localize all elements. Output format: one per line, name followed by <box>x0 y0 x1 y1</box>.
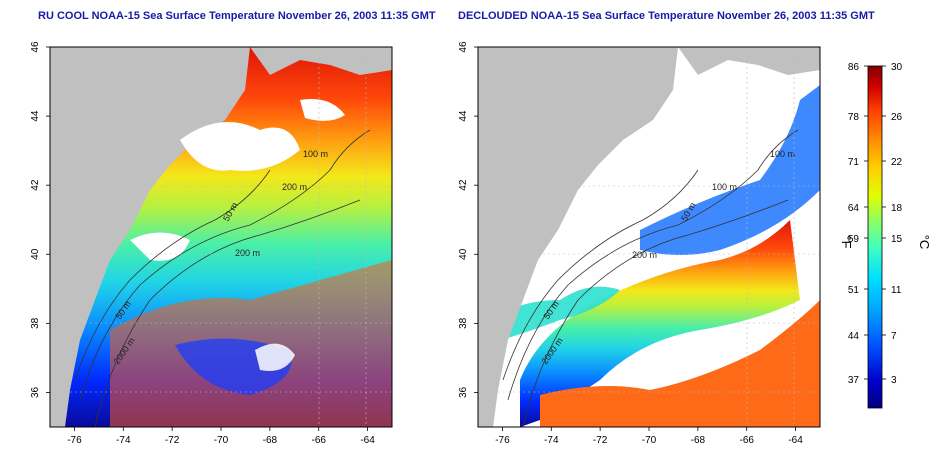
celsius-tick-label: 7 <box>891 331 897 342</box>
land-mass <box>50 47 250 427</box>
lat-tick-label: 46 <box>30 41 41 53</box>
fahrenheit-tick-label: 37 <box>848 375 860 386</box>
contour-label: 200 m <box>235 248 260 258</box>
lon-tick-label: -76 <box>67 435 82 446</box>
lon-tick-label: -72 <box>593 435 608 446</box>
lon-tick-label: -76 <box>495 435 510 446</box>
fahrenheit-tick-label: 44 <box>848 331 860 342</box>
cloud-patch <box>300 99 345 121</box>
contour-label: 100 m <box>770 149 795 159</box>
celsius-unit-label: °C <box>917 235 932 250</box>
graticule <box>50 47 392 427</box>
fahrenheit-tick-label: 71 <box>848 157 860 168</box>
colorbar-ticks: 86 78 71 64 59 51 44 37 30 26 22 18 15 11 7 3 <box>848 62 903 386</box>
left-axes: -76 -74 -72 -70 -68 -66 -64 46 44 42 40 38 36 <box>30 41 375 446</box>
lat-tick-label: 38 <box>458 317 469 329</box>
celsius-tick-label: 30 <box>891 62 903 73</box>
graticule <box>478 47 820 427</box>
shelf-water <box>490 286 620 340</box>
left-panel-title: RU COOL NOAA-15 Sea Surface Temperature … <box>38 10 436 22</box>
lat-tick-label: 40 <box>458 248 469 260</box>
lon-tick-label: -70 <box>642 435 657 446</box>
land-mass-north <box>250 47 392 75</box>
lon-tick-label: -74 <box>116 435 131 446</box>
contour-label: 100 m <box>303 149 328 159</box>
lat-tick-label: 36 <box>30 386 41 398</box>
lat-tick-label: 42 <box>30 179 41 191</box>
contour-label: 100 m <box>712 182 737 192</box>
isobath-50m <box>502 169 699 381</box>
lat-tick-label: 42 <box>458 179 469 191</box>
lat-tick-label: 44 <box>30 110 41 122</box>
colorbar-ramp <box>867 65 883 409</box>
fahrenheit-tick-label: 78 <box>848 112 860 123</box>
lon-tick-label: -66 <box>311 435 326 446</box>
fahrenheit-tick-label: 59 <box>848 234 860 245</box>
fahrenheit-tick-label: 86 <box>848 62 860 73</box>
celsius-tick-label: 3 <box>891 375 897 386</box>
isobath-2000m <box>94 199 361 428</box>
fahrenheit-unit-label: °F <box>839 235 854 248</box>
right-panel-title: DECLOUDED NOAA-15 Sea Surface Temperatur… <box>458 10 875 22</box>
isobath-50m <box>74 169 271 381</box>
celsius-tick-label: 11 <box>891 285 902 296</box>
right-axes: -76 -74 -72 -70 -68 -66 -64 46 44 42 40 38 36 <box>458 41 803 446</box>
contour-label: 200 m <box>632 250 657 260</box>
lat-tick-label: 40 <box>30 248 41 260</box>
cloud-patch <box>180 122 300 171</box>
warm-water <box>540 300 820 427</box>
left-map-panel: 100 m 200 m 50 m 200 m 50 m 2000 m -76 -7… <box>30 41 393 446</box>
fahrenheit-tick-label: 64 <box>848 203 860 214</box>
isobath-200m <box>507 129 799 401</box>
lon-tick-label: -64 <box>788 435 803 446</box>
isobath-200m <box>79 129 371 401</box>
sst-field <box>520 220 800 427</box>
land-mass <box>478 47 678 427</box>
lon-tick-label: -74 <box>544 435 559 446</box>
isobath-2000m <box>522 199 789 428</box>
lon-tick-label: -72 <box>165 435 180 446</box>
cold-shelf-water <box>640 85 820 255</box>
right-map-panel: 100 m 100 m 50 m 200 m 50 m 2000 m -76 -7… <box>458 41 821 446</box>
land-mass-north <box>678 47 820 75</box>
lon-tick-label: -66 <box>739 435 754 446</box>
contour-label: 200 m <box>282 182 307 192</box>
temperature-colorbar: 86 78 71 64 59 51 44 37 30 26 22 18 15 11 7 3 °F °C <box>839 62 932 409</box>
celsius-tick-label: 18 <box>891 203 903 214</box>
lon-tick-label: -68 <box>691 435 706 446</box>
lat-tick-label: 44 <box>458 110 469 122</box>
cloud-patch <box>255 343 295 371</box>
celsius-tick-label: 26 <box>891 112 903 123</box>
lat-tick-label: 38 <box>30 317 41 329</box>
lon-tick-label: -64 <box>360 435 375 446</box>
lat-tick-label: 46 <box>458 41 469 53</box>
fahrenheit-tick-label: 51 <box>848 285 860 296</box>
lat-tick-label: 36 <box>458 386 469 398</box>
celsius-tick-label: 22 <box>891 157 903 168</box>
lon-tick-label: -68 <box>263 435 278 446</box>
lon-tick-label: -70 <box>214 435 229 446</box>
celsius-tick-label: 15 <box>891 234 903 245</box>
